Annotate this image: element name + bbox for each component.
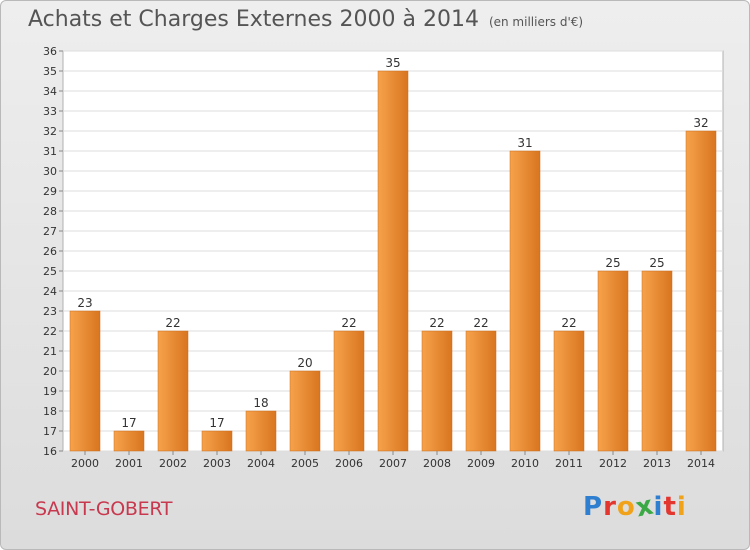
- logo-letter: t: [663, 492, 677, 522]
- y-tick-label: 34: [43, 85, 57, 98]
- x-tick-label: 2005: [291, 457, 319, 470]
- y-tick-label: 20: [43, 365, 57, 378]
- data-label: 22: [561, 316, 576, 330]
- bar-2002: [157, 330, 189, 452]
- data-label: 32: [693, 116, 708, 130]
- y-tick-label: 24: [43, 285, 57, 298]
- y-tick-label: 22: [43, 325, 57, 338]
- bar-2014: [685, 130, 717, 452]
- y-tick-label: 21: [43, 345, 57, 358]
- x-tick-label: 2012: [599, 457, 627, 470]
- data-label: 22: [341, 316, 356, 330]
- y-tick-label: 30: [43, 165, 57, 178]
- bar-2008: [421, 330, 453, 452]
- logo-letter: o: [616, 492, 636, 522]
- x-tick-label: 2001: [115, 457, 143, 470]
- x-tick-label: 2013: [643, 457, 671, 470]
- data-label: 25: [605, 256, 620, 270]
- data-label: 22: [473, 316, 488, 330]
- bar-2003: [201, 430, 233, 452]
- data-label: 23: [77, 296, 92, 310]
- bar-2013: [641, 270, 673, 452]
- x-tick-label: 2000: [71, 457, 99, 470]
- chart-subtitle: (en milliers d'€): [488, 15, 584, 29]
- y-axis-ticks: 16 17 18 19 20 21 22 23 24 25 26 27 28 29 30 31 32 33 34 35…: [43, 45, 63, 458]
- bar-2005: [289, 370, 321, 452]
- x-tick-label: 2014: [687, 457, 715, 470]
- bar-2001: [113, 430, 145, 452]
- y-tick-label: 36: [43, 45, 57, 58]
- x-tick-label: 2011: [555, 457, 583, 470]
- x-tick-label: 2006: [335, 457, 363, 470]
- bar-2004: [245, 410, 277, 452]
- chart-title: Achats et Charges Externes 2000 à 2014 (e…: [28, 7, 583, 32]
- y-tick-label: 23: [43, 305, 57, 318]
- logo-letter: P: [583, 492, 604, 522]
- bar-2009: [465, 330, 497, 452]
- bar-2011: [553, 330, 585, 452]
- y-tick-label: 28: [43, 205, 57, 218]
- y-tick-label: 29: [43, 185, 57, 198]
- y-tick-label: 26: [43, 245, 57, 258]
- logo-letter: r: [603, 492, 617, 522]
- logo-letter: i: [676, 492, 687, 522]
- x-tick-label: 2007: [379, 457, 407, 470]
- data-label: 35: [385, 56, 400, 70]
- y-tick-label: 19: [43, 385, 57, 398]
- data-label: 25: [649, 256, 664, 270]
- bars: [69, 70, 717, 452]
- bar-2007: [377, 70, 409, 452]
- y-tick-label: 17: [43, 425, 57, 438]
- x-tick-label: 2004: [247, 457, 275, 470]
- data-label: 20: [297, 356, 312, 370]
- logo-letter: i: [653, 492, 664, 522]
- y-tick-label: 18: [43, 405, 57, 418]
- y-tick-label: 35: [43, 65, 57, 78]
- bar-2010: [509, 150, 541, 452]
- y-tick-label: 16: [43, 445, 57, 458]
- data-label: 18: [253, 396, 268, 410]
- bar-2006: [333, 330, 365, 452]
- bar-2000: [69, 310, 101, 452]
- data-label: 22: [165, 316, 180, 330]
- y-tick-label: 33: [43, 105, 57, 118]
- y-tick-label: 31: [43, 145, 57, 158]
- x-tick-label: 2009: [467, 457, 495, 470]
- chart-title-text: Achats et Charges Externes 2000 à 2014: [28, 7, 479, 32]
- data-labels: 23 17 22 17 18 20 22 35 22 22 31 22 25 25 32: [77, 56, 708, 430]
- data-label: 31: [517, 136, 532, 150]
- y-tick-label: 25: [43, 265, 57, 278]
- data-label: 17: [209, 416, 224, 430]
- x-tick-label: 2002: [159, 457, 187, 470]
- data-label: 17: [121, 416, 136, 430]
- x-tick-label: 2008: [423, 457, 451, 470]
- data-label: 22: [429, 316, 444, 330]
- x-tick-label: 2003: [203, 457, 231, 470]
- y-tick-label: 32: [43, 125, 57, 138]
- x-tick-label: 2010: [511, 457, 539, 470]
- proxiti-logo: Proxiti: [583, 490, 687, 523]
- y-tick-label: 27: [43, 225, 57, 238]
- x-axis-ticks: 2000 2001 2002 2003 2004 2005 2006 2007 2008 2009…: [71, 451, 715, 470]
- bar-2012: [597, 270, 629, 452]
- commune-name: SAINT-GOBERT: [35, 498, 173, 520]
